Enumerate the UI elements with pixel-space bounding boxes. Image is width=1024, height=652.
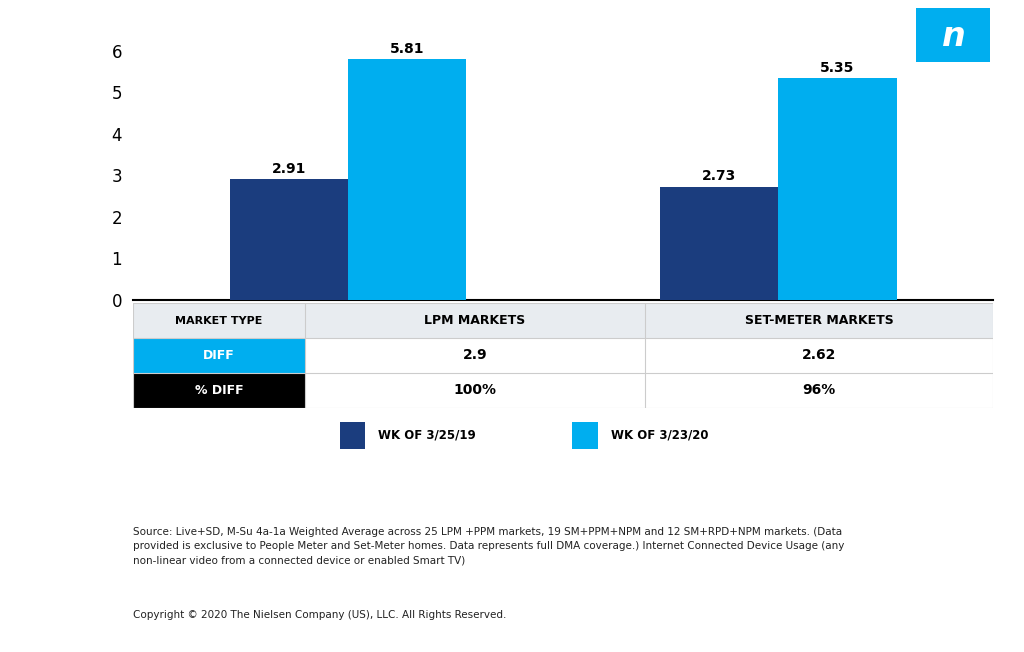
- Text: % DIFF: % DIFF: [195, 383, 244, 396]
- Bar: [133, 338, 305, 373]
- Text: 96%: 96%: [803, 383, 836, 397]
- Bar: [348, 59, 466, 300]
- Text: WK OF 3/23/20: WK OF 3/23/20: [610, 429, 708, 441]
- Text: WK OF 3/25/19: WK OF 3/25/19: [378, 429, 476, 441]
- Text: SET-METER MARKETS: SET-METER MARKETS: [744, 314, 894, 327]
- Bar: [229, 179, 348, 300]
- Bar: [133, 373, 305, 408]
- Text: 2.91: 2.91: [271, 162, 306, 176]
- Bar: [571, 422, 598, 449]
- Text: 2.9: 2.9: [463, 348, 487, 363]
- Bar: [340, 422, 366, 449]
- Text: MARKET TYPE: MARKET TYPE: [175, 316, 263, 325]
- Text: 100%: 100%: [454, 383, 497, 397]
- Text: Copyright © 2020 The Nielsen Company (US), LLC. All Rights Reserved.: Copyright © 2020 The Nielsen Company (US…: [133, 610, 507, 621]
- Text: n: n: [941, 20, 966, 53]
- Text: 5.35: 5.35: [820, 61, 855, 74]
- Text: 2.62: 2.62: [802, 348, 837, 363]
- Text: 5.81: 5.81: [390, 42, 425, 55]
- Bar: [778, 78, 897, 300]
- Bar: [133, 303, 993, 338]
- Text: DIFF: DIFF: [203, 349, 236, 362]
- Text: 2.73: 2.73: [702, 170, 736, 183]
- Bar: [660, 186, 778, 300]
- Text: Source: Live+SD, M-Su 4a-1a Weighted Average across 25 LPM +PPM markets, 19 SM+P: Source: Live+SD, M-Su 4a-1a Weighted Ave…: [133, 527, 845, 565]
- Text: LPM MARKETS: LPM MARKETS: [424, 314, 525, 327]
